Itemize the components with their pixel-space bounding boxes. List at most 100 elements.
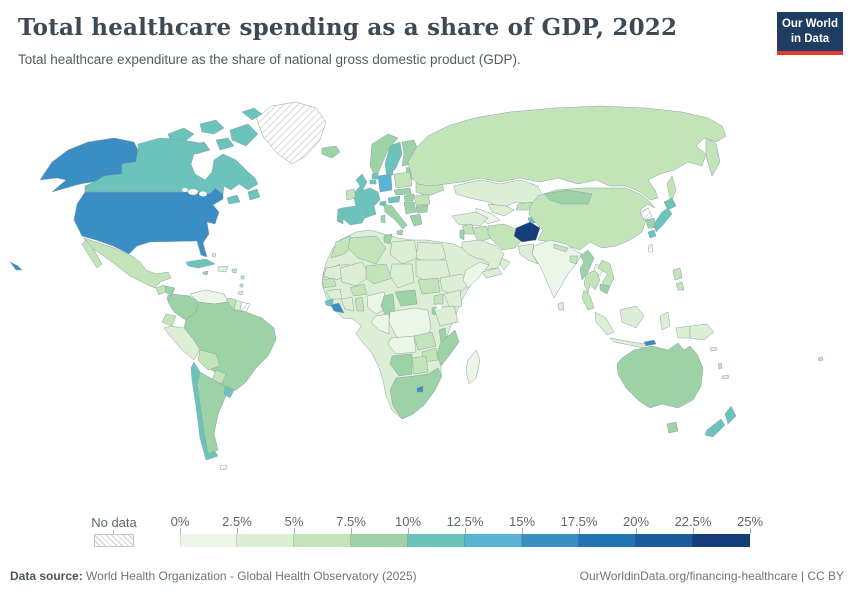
country-hispaniola[interactable] [217, 265, 229, 273]
country-bulgaria[interactable] [415, 204, 429, 214]
country-czechia-slovakia[interactable] [393, 187, 412, 196]
country-ecuador[interactable] [161, 313, 177, 327]
country-lesser-antilles[interactable] [239, 283, 244, 288]
country-greenland[interactable] [255, 101, 327, 165]
legend-bin-2.5-5%[interactable] [237, 534, 294, 547]
country-new-zealand-south[interactable] [704, 418, 726, 438]
country-australia[interactable] [616, 342, 704, 409]
country-bangladesh[interactable] [569, 255, 579, 265]
country-japan-honshu[interactable] [653, 207, 673, 233]
country-nepal[interactable] [553, 243, 569, 253]
country-netherlands[interactable] [371, 172, 379, 180]
legend-bin-20-22.5%[interactable] [636, 534, 693, 547]
country-mongolia[interactable] [543, 189, 593, 205]
legend-bin-22.5-25%[interactable] [693, 534, 750, 547]
country-timor-leste[interactable] [643, 339, 657, 347]
country-tunisia[interactable] [383, 233, 393, 245]
country-niger[interactable] [365, 263, 393, 285]
legend-bin-7.5-10%[interactable] [351, 534, 408, 547]
country-somalia[interactable] [462, 261, 490, 289]
country-west-papua[interactable] [675, 325, 691, 339]
country-greece[interactable] [409, 213, 423, 227]
country-india[interactable] [531, 239, 583, 299]
country-arctic-island[interactable] [229, 123, 259, 147]
country-sulawesi[interactable] [659, 311, 671, 331]
country-chad[interactable] [389, 263, 415, 289]
country-peru[interactable] [163, 325, 201, 361]
country-bolivia[interactable] [197, 349, 221, 371]
country-angola[interactable] [387, 335, 417, 355]
country-romania[interactable] [413, 193, 431, 206]
country-borneo[interactable] [619, 305, 645, 329]
country-sardinia[interactable] [380, 214, 386, 224]
legend-bin-10-12.5%[interactable] [408, 534, 465, 547]
country-malaysia[interactable] [581, 289, 595, 311]
country-mali[interactable] [339, 261, 371, 287]
owid-logo[interactable]: Our World in Data [777, 12, 843, 55]
country-new-caledonia[interactable] [721, 374, 730, 380]
country-north-korea[interactable] [639, 207, 653, 221]
legend-bin-12.5-15%[interactable] [465, 534, 522, 547]
country-argentina[interactable] [196, 371, 227, 455]
country-namibia[interactable] [389, 353, 413, 377]
country-iran[interactable] [487, 223, 523, 251]
country-sicily[interactable] [396, 229, 404, 236]
country-jamaica[interactable] [202, 270, 209, 276]
legend-no-data-swatch[interactable] [94, 534, 134, 547]
country-turkey[interactable] [451, 211, 489, 227]
country-senegal[interactable] [321, 277, 337, 289]
legend-bin-17.5-20%[interactable] [579, 534, 636, 547]
country-philippines-mindanao[interactable] [675, 281, 685, 291]
country-levant[interactable] [459, 229, 465, 241]
country-java[interactable] [609, 337, 647, 349]
country-arctic-island[interactable] [241, 107, 263, 121]
country-papua-new-guinea[interactable] [689, 323, 715, 341]
country-algeria[interactable] [347, 235, 387, 265]
country-uzbekistan[interactable] [487, 203, 515, 217]
country-solomon[interactable] [709, 346, 718, 352]
country-zambia[interactable] [413, 331, 437, 351]
footer-link[interactable]: OurWorldinData.org/financing-healthcare … [579, 569, 844, 583]
country-baja[interactable] [81, 239, 103, 269]
country-honduras[interactable] [164, 285, 176, 296]
country-french-guiana[interactable] [239, 301, 251, 313]
country-madagascar[interactable] [465, 349, 481, 385]
country-paraguay[interactable] [211, 369, 227, 385]
country-vanuatu[interactable] [717, 362, 723, 370]
country-cuba[interactable] [185, 258, 216, 269]
country-falklands[interactable] [219, 464, 228, 471]
country-trinidad[interactable] [237, 290, 244, 296]
country-yemen[interactable] [481, 267, 503, 279]
country-ethiopia[interactable] [439, 273, 471, 297]
country-fiji[interactable] [817, 356, 824, 362]
country-hawaii[interactable] [10, 261, 23, 271]
legend-bin-5-7.5%[interactable] [294, 534, 351, 547]
country-afghanistan[interactable] [513, 221, 541, 243]
country-liberia[interactable] [330, 302, 345, 314]
country-philippines-luzon[interactable] [672, 267, 683, 281]
country-belgium[interactable] [369, 179, 377, 185]
country-congo-gabon[interactable] [370, 313, 390, 335]
country-italy[interactable] [383, 203, 408, 230]
country-tanzania[interactable] [433, 305, 459, 327]
country-ivory-coast[interactable] [340, 296, 355, 312]
legend-bin-0-2.5%[interactable] [180, 534, 237, 547]
country-arctic-island[interactable] [199, 119, 225, 135]
country-iceland[interactable] [321, 145, 341, 159]
country-denmark[interactable] [386, 167, 394, 177]
country-japan-kyushu[interactable] [647, 229, 657, 239]
country-tasmania[interactable] [666, 421, 679, 434]
country-uruguay[interactable] [223, 385, 235, 399]
country-kamchatka[interactable] [705, 137, 721, 177]
country-nova-scotia[interactable] [226, 194, 241, 205]
country-kenya[interactable] [443, 289, 463, 309]
country-sumatra[interactable] [594, 311, 615, 336]
country-portugal[interactable] [336, 207, 344, 225]
country-spain[interactable] [340, 204, 369, 226]
country-lesotho[interactable] [416, 385, 424, 393]
country-burkina-faso[interactable] [349, 283, 368, 297]
country-myanmar[interactable] [579, 249, 595, 281]
country-arctic-island[interactable] [215, 137, 235, 151]
country-botswana[interactable] [411, 355, 429, 375]
world-choropleth-map[interactable] [10, 88, 840, 503]
